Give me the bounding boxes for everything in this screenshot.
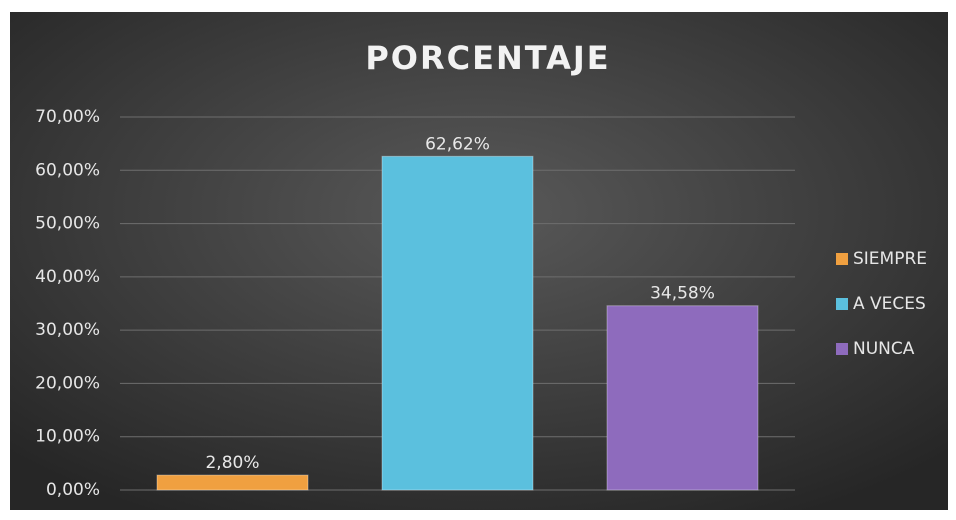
y-tick-label: 70,00% — [35, 107, 100, 127]
legend-label: A VECES — [853, 294, 926, 314]
value-label: 34,58% — [650, 284, 715, 304]
legend-swatch — [836, 298, 848, 310]
legend-swatch — [836, 253, 848, 265]
chart-title: PORCENTAJE — [365, 39, 610, 77]
bar — [606, 305, 759, 491]
y-tick-label: 50,00% — [35, 214, 100, 234]
y-tick-label: 20,00% — [35, 373, 100, 393]
value-label: 2,80% — [205, 453, 259, 473]
legend-label: SIEMPRE — [853, 249, 927, 269]
y-tick-label: 40,00% — [35, 267, 100, 287]
legend-swatch — [836, 343, 848, 355]
y-tick-label: 30,00% — [35, 320, 100, 340]
bar — [156, 474, 309, 491]
y-tick-label: 60,00% — [35, 160, 100, 180]
y-tick-label: 10,00% — [35, 427, 100, 447]
bar — [381, 155, 534, 491]
value-label: 62,62% — [425, 134, 490, 154]
y-tick-label: 0,00% — [46, 480, 100, 500]
legend-label: NUNCA — [853, 339, 915, 359]
